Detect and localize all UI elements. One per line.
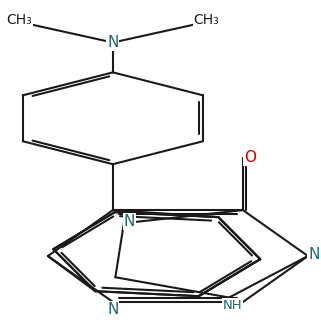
Text: N: N — [107, 35, 118, 50]
Text: N: N — [107, 302, 118, 317]
Text: NH: NH — [223, 299, 243, 312]
Text: N: N — [308, 247, 319, 262]
Text: N: N — [124, 214, 135, 229]
Text: CH₃: CH₃ — [194, 13, 219, 27]
Text: O: O — [244, 150, 256, 165]
Text: CH₃: CH₃ — [6, 13, 32, 27]
